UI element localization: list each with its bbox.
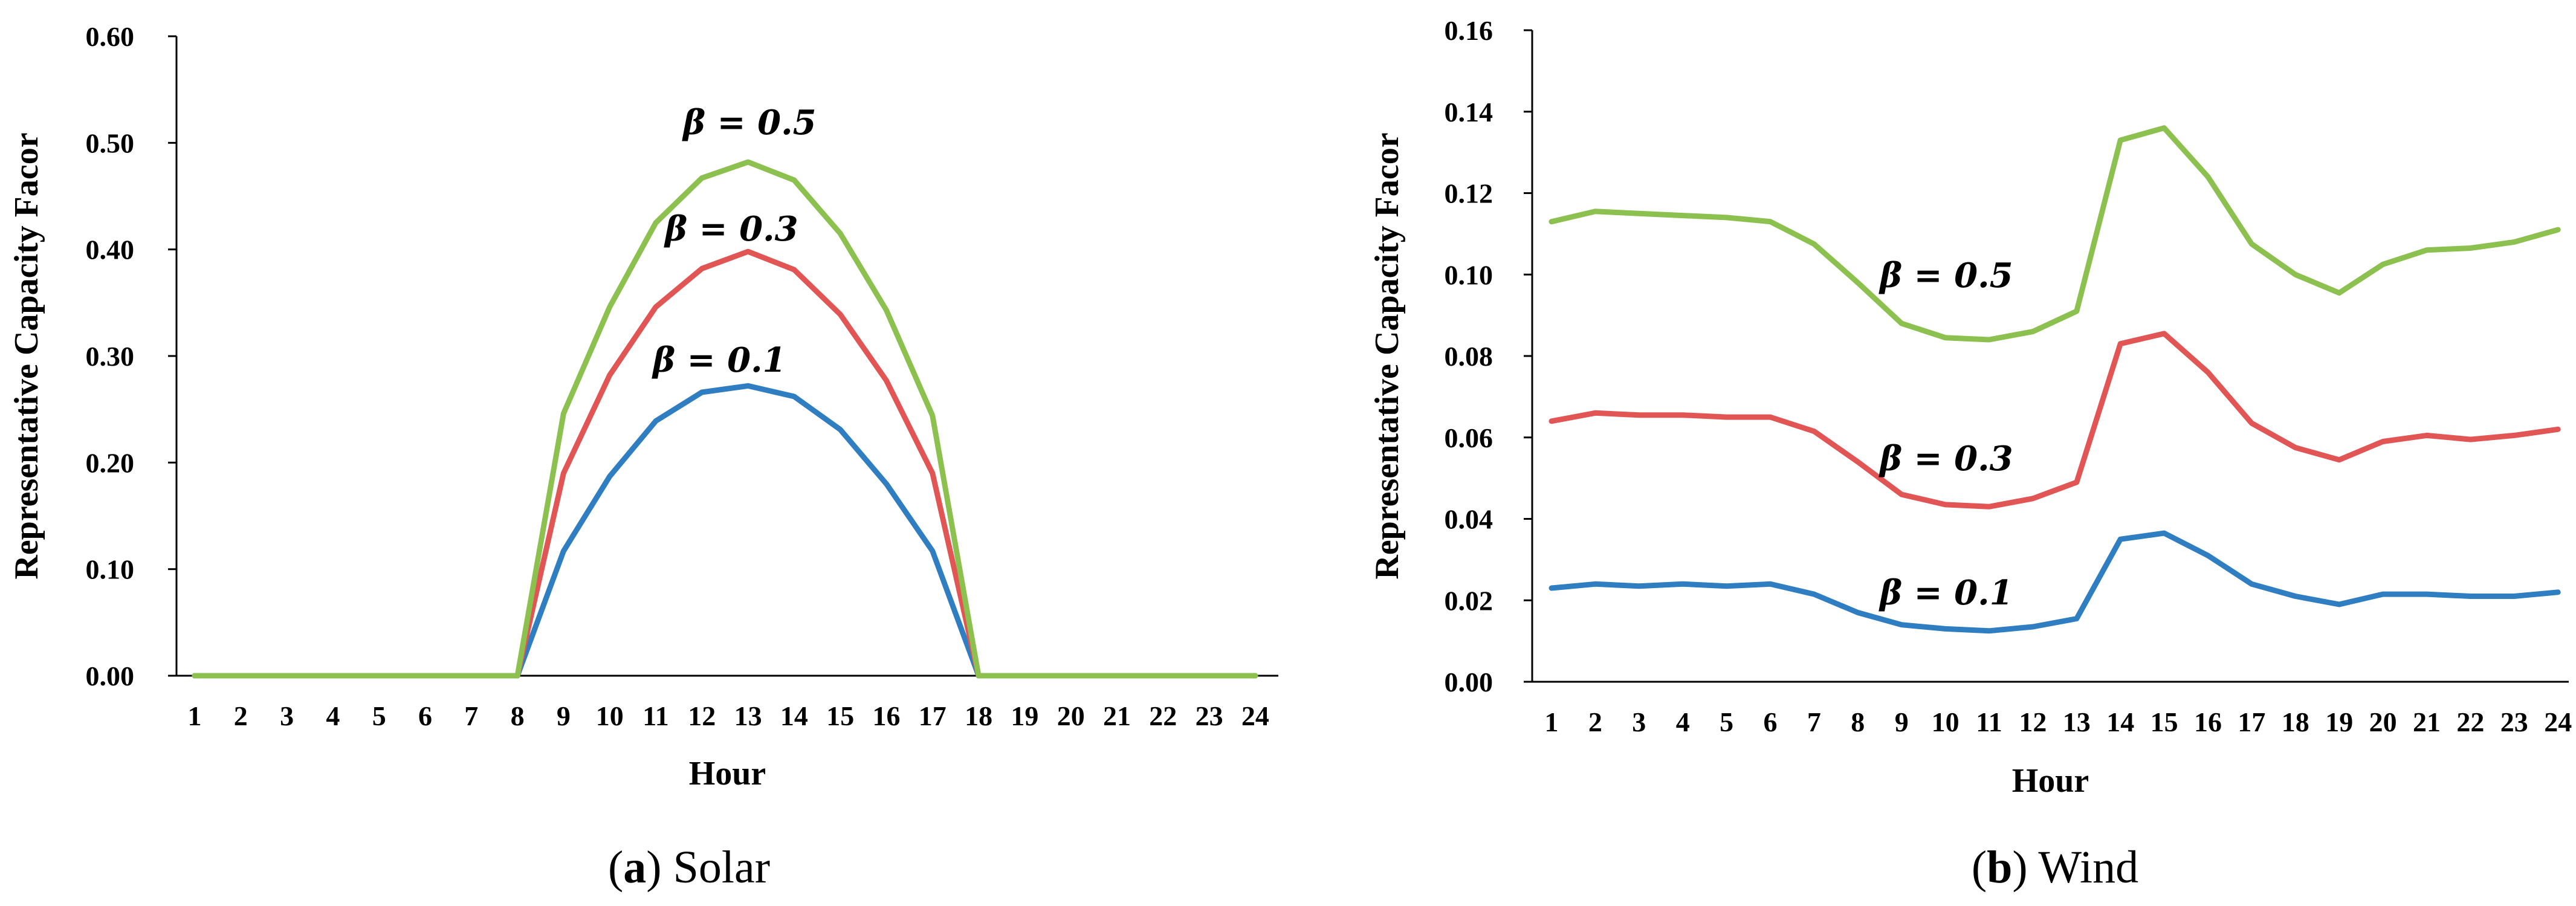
x-tick-label: 8 <box>511 701 525 731</box>
x-tick-label: 11 <box>1976 707 2002 737</box>
series-line-2 <box>192 159 1258 679</box>
x-tick-label: 5 <box>372 701 386 731</box>
panel-caption: (a) Solar <box>608 842 770 893</box>
caption-text: Wind <box>2038 842 2138 893</box>
y-tick-label: 0.00 <box>86 661 135 691</box>
series-label-annotation: β = 0.5 <box>682 103 817 143</box>
series-line-1 <box>192 248 1258 679</box>
series-line-0 <box>192 383 1258 679</box>
x-axis-title: Hour <box>689 755 766 792</box>
y-tick-label: 0.14 <box>1445 97 1493 128</box>
x-tick-label: 22 <box>1149 701 1177 731</box>
x-tick-label: 8 <box>1851 707 1865 737</box>
x-tick-label: 3 <box>1632 707 1646 737</box>
x-tick-label: 4 <box>326 701 340 731</box>
series-label-annotation: β = 0.5 <box>1879 256 2013 296</box>
x-tick-label: 11 <box>642 701 668 731</box>
x-tick-label: 2 <box>1588 707 1602 737</box>
x-tick-label: 3 <box>280 701 294 731</box>
x-tick-label: 4 <box>1676 707 1690 737</box>
x-tick-label: 12 <box>688 701 716 731</box>
x-tick-label: 17 <box>919 701 947 731</box>
series-label-annotation: β = 0.1 <box>652 340 786 380</box>
x-tick-label: 12 <box>2019 707 2047 737</box>
caption-close-paren: ) <box>2012 842 2038 893</box>
x-tick-label: 14 <box>780 701 808 731</box>
caption-open-paren: ( <box>608 842 623 893</box>
x-tick-label: 15 <box>826 701 854 731</box>
x-tick-label: 20 <box>1057 701 1085 731</box>
chart-panel-solar: 0.000.100.200.300.400.500.601 2 3 4 5 6 7 8 9 10 1… <box>8 21 1278 893</box>
x-tick-label: 6 <box>1764 707 1778 737</box>
x-tick-label: 10 <box>1932 707 1960 737</box>
y-tick-label: 0.02 <box>1445 585 1493 616</box>
x-tick-label: 9 <box>1895 707 1909 737</box>
x-tick-label: 13 <box>2063 707 2091 737</box>
y-tick-label: 0.10 <box>1445 259 1493 290</box>
x-tick-label: 7 <box>1807 707 1821 737</box>
caption-open-paren: ( <box>1972 842 1987 893</box>
caption-close-paren: ) <box>646 842 673 893</box>
x-tick-label: 20 <box>2369 707 2397 737</box>
x-tick-label: 9 <box>557 701 571 731</box>
x-tick-label: 5 <box>1720 707 1733 737</box>
x-axis-title: Hour <box>2012 762 2089 800</box>
x-tick-label: 6 <box>418 701 432 731</box>
x-tick-label: 17 <box>2238 707 2265 737</box>
series-line-1 <box>1549 331 2561 510</box>
chart-panel-wind: 0.000.020.040.060.080.100.120.140.161 2 3 4… <box>1368 15 2572 893</box>
x-tick-label: 2 <box>234 701 248 731</box>
caption-text: Solar <box>673 842 770 893</box>
x-tick-label: 15 <box>2150 707 2178 737</box>
y-tick-label: 0.50 <box>86 128 135 158</box>
x-tick-label: 19 <box>1011 701 1038 731</box>
series-label-annotation: β = 0.3 <box>1879 439 2013 479</box>
y-tick-label: 0.16 <box>1445 15 1493 46</box>
x-tick-label: 23 <box>1196 701 1223 731</box>
x-tick-label: 19 <box>2325 707 2353 737</box>
x-tick-label: 14 <box>2106 707 2134 737</box>
y-tick-label: 0.40 <box>86 235 135 265</box>
x-tick-label: 1 <box>1545 707 1559 737</box>
x-tick-label: 18 <box>2282 707 2309 737</box>
y-tick-label: 0.12 <box>1445 178 1493 209</box>
y-tick-label: 0.06 <box>1445 422 1493 453</box>
x-tick-label: 24 <box>2544 707 2572 737</box>
x-tick-label: 10 <box>596 701 624 731</box>
y-tick-label: 0.60 <box>86 21 135 52</box>
series-label-annotation: β = 0.3 <box>664 209 798 249</box>
caption-letter: a <box>623 842 646 893</box>
x-tick-label: 24 <box>1241 701 1269 731</box>
y-tick-label: 0.30 <box>86 341 135 372</box>
x-tick-label: 23 <box>2500 707 2528 737</box>
x-tick-label: 18 <box>965 701 992 731</box>
y-tick-label: 0.20 <box>86 447 135 478</box>
series-line-0 <box>1549 530 2561 634</box>
y-tick-label: 0.04 <box>1445 504 1493 535</box>
x-tick-label: 13 <box>734 701 762 731</box>
x-tick-label: 16 <box>2194 707 2222 737</box>
series-label-annotation: β = 0.1 <box>1879 573 2013 613</box>
series-line-2 <box>1549 125 2561 343</box>
panel-caption: (b) Wind <box>1972 842 2138 893</box>
x-tick-label: 21 <box>2413 707 2441 737</box>
y-axis-title: Representative Capacity Facor <box>8 132 45 579</box>
y-tick-label: 0.00 <box>1445 667 1493 697</box>
x-tick-label: 1 <box>188 701 202 731</box>
y-axis-title: Representative Capacity Facor <box>1368 132 1406 579</box>
x-tick-label: 21 <box>1103 701 1131 731</box>
y-tick-label: 0.08 <box>1445 341 1493 372</box>
x-tick-label: 22 <box>2456 707 2484 737</box>
x-tick-label: 16 <box>873 701 901 731</box>
x-tick-label: 7 <box>464 701 478 731</box>
y-tick-label: 0.10 <box>86 554 135 585</box>
caption-letter: b <box>1987 842 2012 893</box>
